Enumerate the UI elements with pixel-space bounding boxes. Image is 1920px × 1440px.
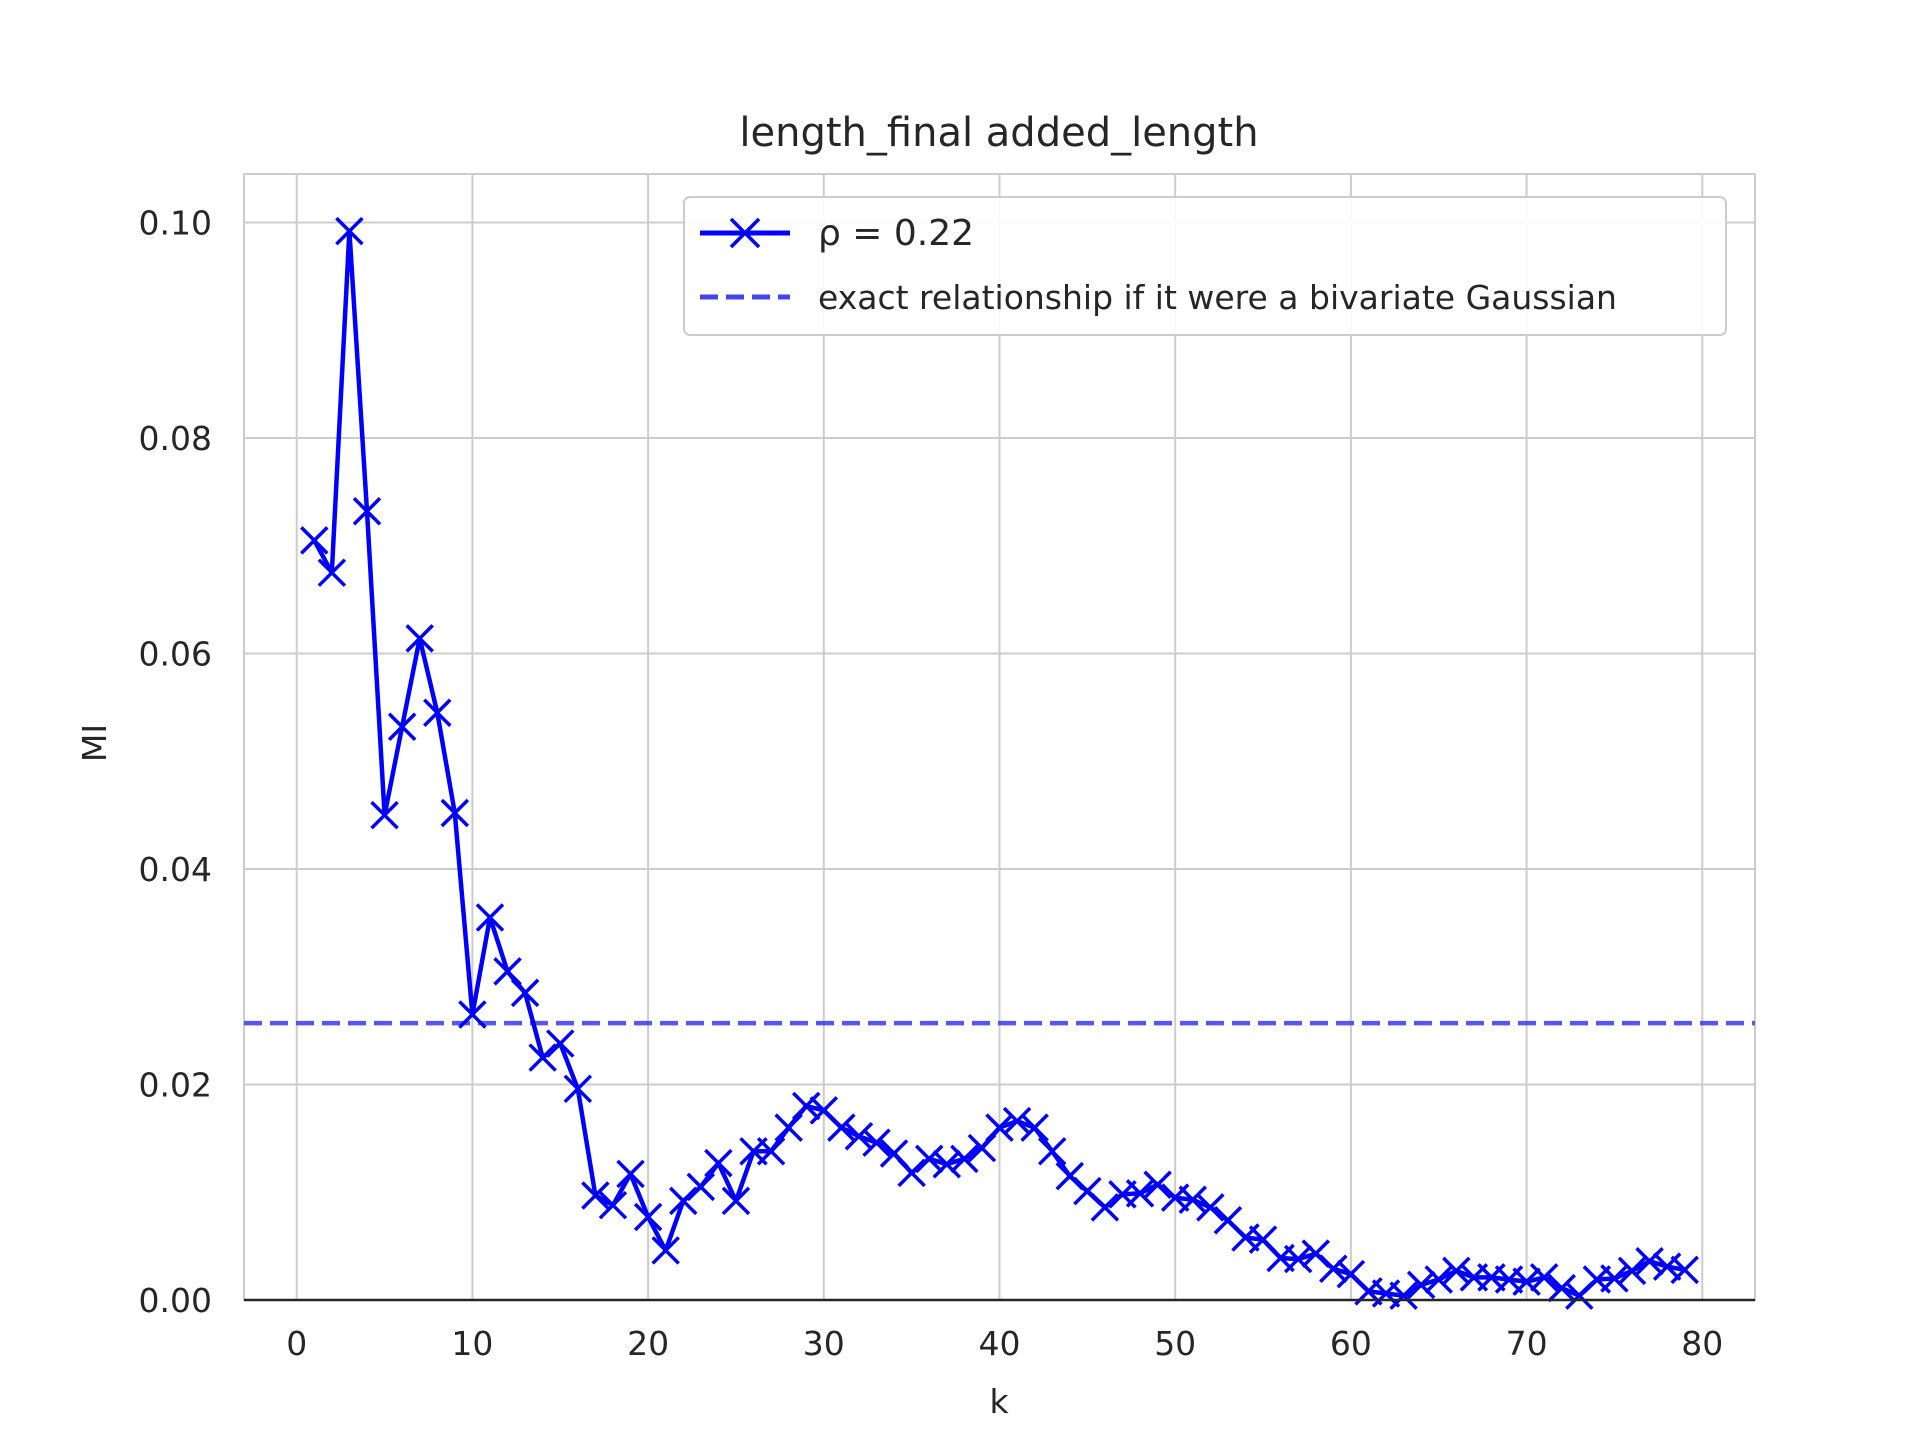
chart-title: length_final added_length — [739, 110, 1258, 156]
legend: ρ = 0.22 exact relationship if it were a… — [683, 196, 1727, 336]
data-point-marker — [1635, 1246, 1664, 1276]
data-point-marker — [756, 1137, 786, 1166]
data-point-marker — [300, 526, 329, 555]
y-tick-label: 0.08 — [139, 419, 212, 458]
data-point-marker — [528, 1043, 557, 1072]
data-point-marker — [370, 800, 399, 830]
legend-marker-series-1 — [729, 217, 761, 249]
y-tick-labels: 0.00 0.02 0.04 0.06 0.08 0.10 — [139, 203, 212, 1320]
data-point-marker — [1055, 1161, 1085, 1191]
legend-label-series-1: ρ = 0.22 — [818, 213, 974, 254]
data-point-marker — [633, 1202, 663, 1232]
data-point-marker — [1529, 1263, 1559, 1292]
data-point-marker — [651, 1236, 680, 1265]
data-point-marker — [914, 1144, 944, 1174]
x-tick-label: 50 — [1154, 1324, 1196, 1363]
data-point-marker — [475, 903, 505, 932]
data-point-marker — [1143, 1170, 1172, 1199]
data-point-marker — [1125, 1179, 1155, 1208]
data-point-marker — [458, 1000, 487, 1029]
data-point-marker — [387, 712, 417, 742]
y-tick-label: 0.00 — [139, 1281, 212, 1320]
y-tick-label: 0.04 — [139, 850, 212, 889]
data-point-marker — [1512, 1267, 1541, 1296]
data-point-marker — [1617, 1256, 1647, 1286]
x-tick-label: 20 — [627, 1324, 669, 1363]
x-tick-label: 0 — [286, 1324, 307, 1363]
data-point-marker — [721, 1186, 751, 1216]
x-tick-label: 10 — [451, 1324, 493, 1363]
data-point-marker — [423, 698, 452, 727]
data-point-marker — [1442, 1256, 1471, 1286]
data-point-marker — [1652, 1252, 1682, 1281]
data-point-marker — [1406, 1270, 1436, 1300]
data-point-marker — [774, 1113, 803, 1142]
data-point-marker — [1600, 1264, 1629, 1293]
x-axis-label: k — [989, 1382, 1009, 1421]
data-point-marker — [335, 216, 364, 246]
y-tick-label: 0.02 — [139, 1065, 212, 1104]
series-layer — [300, 216, 1699, 1310]
data-point-marker — [897, 1158, 926, 1188]
data-point-marker — [317, 558, 347, 587]
data-point-marker — [985, 1113, 1014, 1142]
data-point-marker — [1301, 1239, 1330, 1268]
data-point-marker — [704, 1148, 733, 1178]
data-point-marker — [932, 1149, 962, 1179]
data-point-marker — [1670, 1255, 1699, 1285]
data-point-marker — [1178, 1185, 1208, 1215]
y-tick-label: 0.10 — [139, 203, 212, 242]
x-tick-labels: 0 10 20 30 40 50 60 70 80 — [286, 1324, 1723, 1363]
data-point-marker — [352, 497, 382, 526]
x-tick-label: 80 — [1681, 1324, 1723, 1363]
data-point-marker — [1002, 1106, 1032, 1136]
data-point-marker — [616, 1159, 645, 1189]
data-point-marker — [950, 1144, 979, 1174]
data-point-marker — [1319, 1254, 1348, 1283]
data-point-marker — [862, 1128, 891, 1157]
data-point-marker — [1547, 1273, 1576, 1303]
data-point-marker — [967, 1133, 997, 1163]
data-point-marker — [440, 798, 470, 828]
data-point-marker — [1037, 1137, 1067, 1166]
legend-label-series-2: exact relationship if it were a bivariat… — [818, 278, 1617, 317]
x-tick-label: 60 — [1330, 1324, 1372, 1363]
data-point-marker — [1196, 1193, 1225, 1222]
x-tick-label: 30 — [803, 1324, 845, 1363]
data-point-marker — [1424, 1265, 1453, 1294]
y-axis-label: MI — [75, 724, 114, 762]
y-tick-label: 0.06 — [139, 634, 212, 673]
data-point-marker — [686, 1172, 716, 1202]
data-point-marker — [791, 1091, 821, 1121]
data-point-marker — [669, 1186, 698, 1216]
data-point-marker — [1090, 1193, 1120, 1222]
data-point-marker — [581, 1181, 610, 1210]
legend-box — [683, 196, 1727, 336]
data-point-marker — [405, 624, 434, 653]
data-point-marker — [1389, 1281, 1418, 1310]
x-tick-label: 40 — [979, 1324, 1021, 1363]
data-point-marker — [563, 1074, 593, 1104]
data-point-marker — [598, 1190, 628, 1220]
data-point-marker — [510, 978, 540, 1008]
data-point-marker — [493, 957, 522, 986]
data-point-marker — [844, 1121, 874, 1151]
data-point-marker — [1020, 1113, 1049, 1142]
data-point-marker — [1283, 1244, 1313, 1274]
x-tick-label: 70 — [1506, 1324, 1548, 1363]
data-point-marker — [827, 1113, 856, 1142]
data-point-marker — [546, 1029, 575, 1058]
